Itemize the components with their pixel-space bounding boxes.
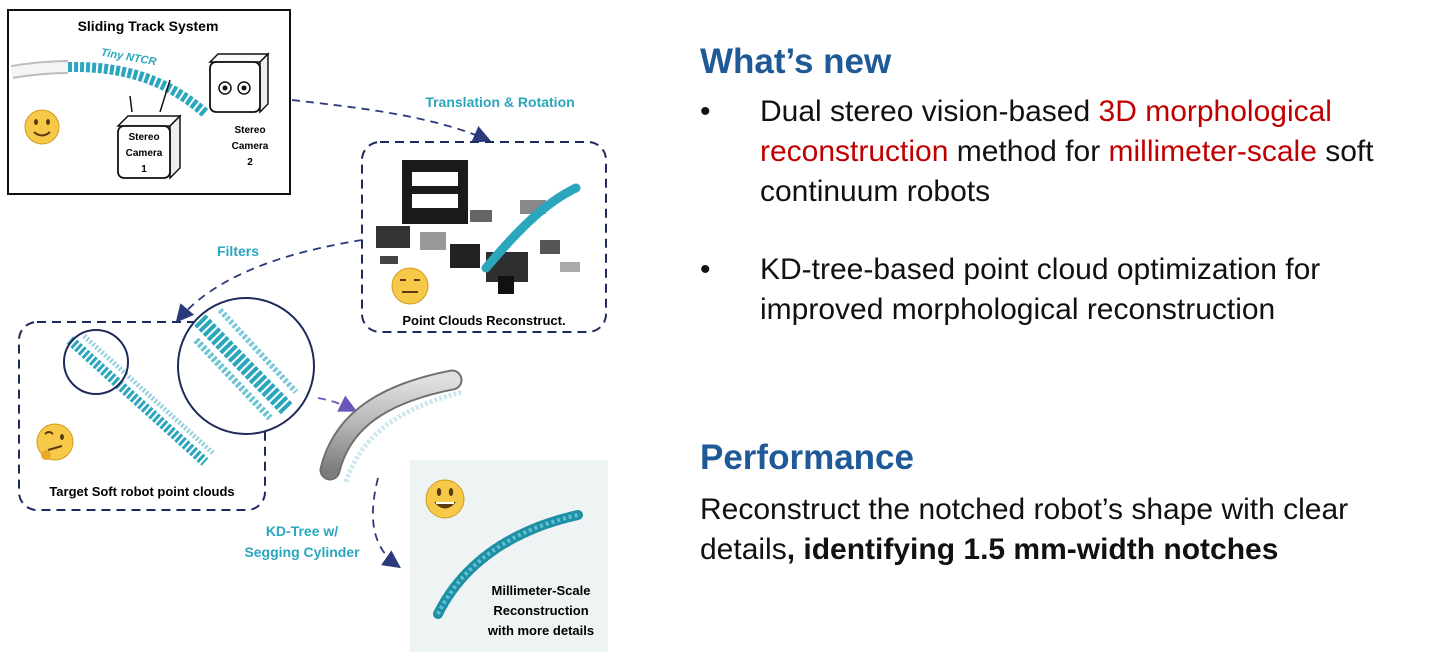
whats-new-heading: What’s new <box>700 42 892 81</box>
camera2-label-line2: Camera <box>232 141 269 152</box>
bullet-dot: • <box>700 253 711 286</box>
camera1-label-line2: Camera <box>126 148 163 159</box>
arrow-kd-tree <box>372 477 401 569</box>
target-label: Target Soft robot point clouds <box>49 484 234 499</box>
camera2-label-line3: 2 <box>247 157 253 168</box>
final-label-line3: with more details <box>487 623 594 638</box>
final-reconstruction-panel: Millimeter-Scale Reconstruction with mor… <box>410 460 608 652</box>
arrow-filters-label: Filters <box>217 243 259 259</box>
sliding-track-panel: Sliding Track System Tiny NTCR Stereo Ca… <box>7 9 291 195</box>
highlight-millimeter-scale: millimeter-scale <box>1108 135 1317 168</box>
camera1-label-line3: 1 <box>141 164 147 175</box>
pipeline-diagram: Sliding Track System Tiny NTCR Stereo Ca… <box>7 9 608 652</box>
thinking-face-emoji-icon <box>36 423 74 461</box>
stereo-camera-2-icon: Stereo Camera 2 <box>208 52 270 168</box>
performance-heading: Performance <box>700 438 914 477</box>
robot-notched-section <box>67 61 209 117</box>
kd-tree-label-line1: KD-Tree w/ <box>266 523 338 539</box>
whats-new-bullet-2: • KD-tree-based point cloud optimization… <box>700 250 1440 330</box>
camera2-label-line1: Stereo <box>234 125 265 136</box>
final-label-line2: Reconstruction <box>493 603 588 618</box>
whats-new-bullet-1: • Dual stereo vision-based 3D morphologi… <box>700 92 1440 212</box>
performance-text: Reconstruct the notched robot’s shape wi… <box>700 493 1349 566</box>
grinning-face-emoji-icon <box>425 479 465 519</box>
camera1-label-line1: Stereo <box>128 132 159 143</box>
whats-new-list: • Dual stereo vision-based 3D morphologi… <box>700 92 1440 330</box>
point-clouds-panel: Point Clouds Reconstruct. <box>361 141 607 333</box>
highlight-3d-reconstruction: 3D morphological reconstruction <box>760 95 1332 168</box>
kd-tree-label-line2: Segging Cylinder <box>244 544 360 560</box>
cylinder-fitting-image <box>319 369 463 483</box>
zoom-circle-large <box>177 297 315 435</box>
arrow-translation-rotation <box>291 99 492 143</box>
neutral-face-emoji-icon <box>391 267 429 305</box>
zoom-circle-small <box>63 329 129 395</box>
arrow-filters <box>175 239 363 323</box>
point-clouds-label: Point Clouds Reconstruct. <box>402 313 565 328</box>
point-cloud-noisy-image <box>376 160 581 294</box>
stereo-camera-1-icon: Stereo Camera 1 <box>116 79 182 180</box>
slight-smile-emoji-icon <box>24 109 60 145</box>
final-label-line1: Millimeter-Scale <box>492 583 591 598</box>
arrow-to-cylinder <box>317 395 358 412</box>
performance-bold-text: , identifying 1.5 mm-width notches <box>786 533 1279 566</box>
target-point-clouds-panel: Target Soft robot point clouds <box>18 297 315 511</box>
sliding-track-title: Sliding Track System <box>78 18 219 34</box>
bullet-dot: • <box>700 95 711 128</box>
arrow-translation-label: Translation & Rotation <box>425 94 574 110</box>
